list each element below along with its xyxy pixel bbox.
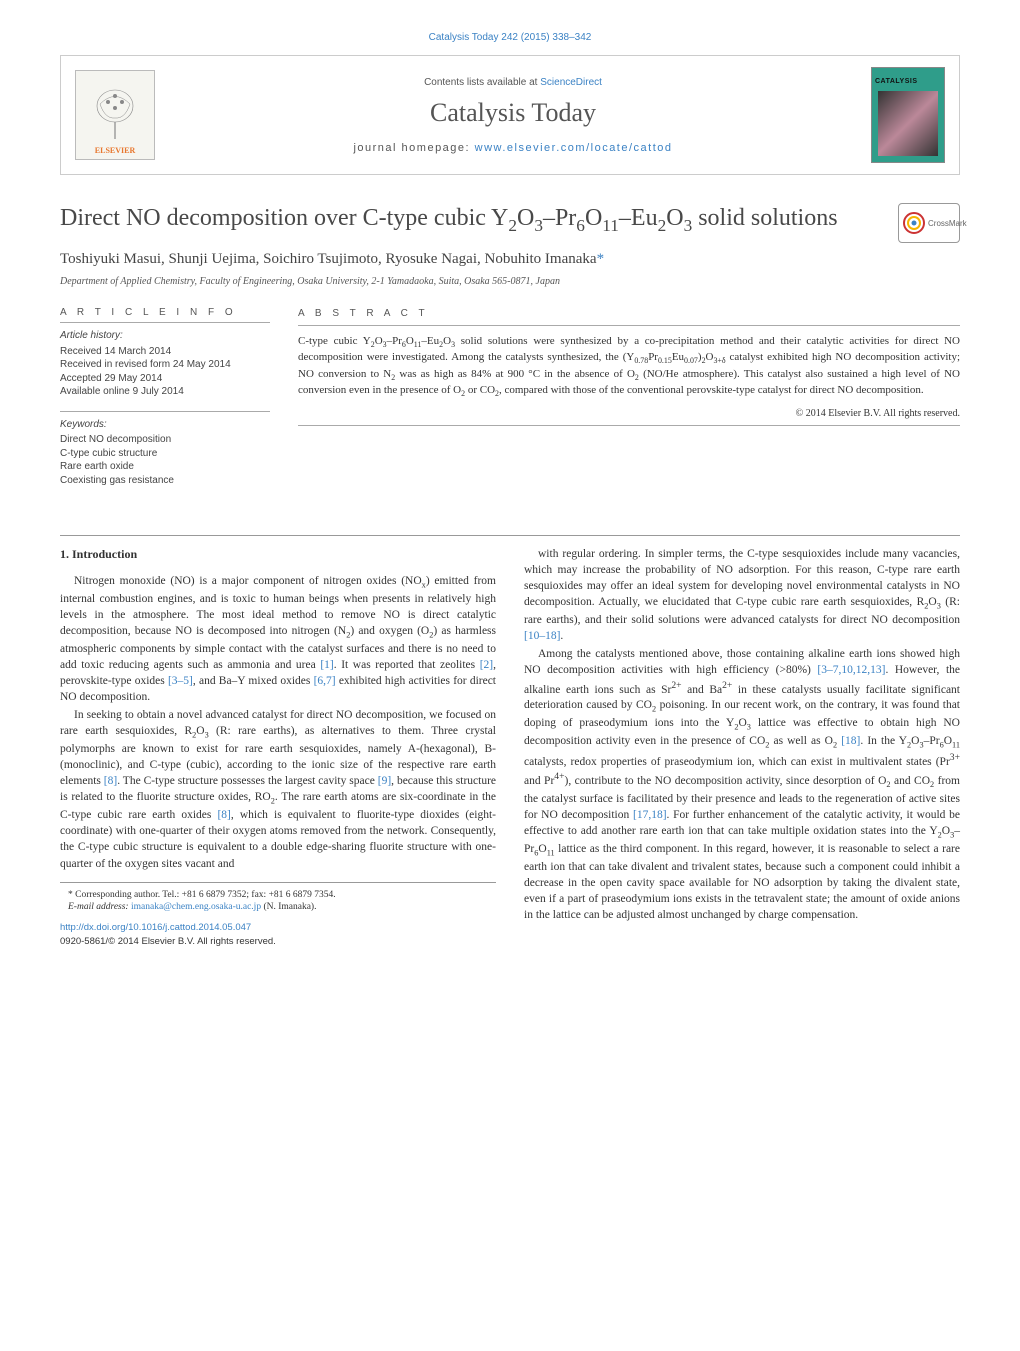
- contents-prefix: Contents lists available at: [424, 77, 540, 88]
- keywords-label: Keywords:: [60, 418, 270, 432]
- history-1: Received in revised form 24 May 2014: [60, 358, 270, 372]
- body-rule: [60, 535, 960, 536]
- abstract-text: C-type cubic Y2O3–Pr6O11–Eu2O3 solid sol…: [298, 334, 960, 399]
- corresponding-author: * Corresponding author. Tel.: +81 6 6879…: [60, 889, 496, 901]
- doi-link[interactable]: http://dx.doi.org/10.1016/j.cattod.2014.…: [60, 922, 251, 933]
- cover-title: CATALYSIS: [872, 68, 944, 85]
- top-citation: Catalysis Today 242 (2015) 338–342: [60, 32, 960, 43]
- title-row: Direct NO decomposition over C-type cubi…: [60, 203, 960, 243]
- header-center: Contents lists available at ScienceDirec…: [155, 77, 871, 154]
- article-history: Article history: Received 14 March 2014 …: [60, 329, 270, 399]
- article-info: A R T I C L E I N F O Article history: R…: [60, 307, 270, 499]
- article-title: Direct NO decomposition over C-type cubi…: [60, 203, 882, 236]
- info-abstract-row: A R T I C L E I N F O Article history: R…: [60, 307, 960, 499]
- abstract-heading: A B S T R A C T: [298, 307, 960, 321]
- keyword-0: Direct NO decomposition: [60, 433, 270, 447]
- history-0: Received 14 March 2014: [60, 345, 270, 359]
- ab-rule-2: [298, 425, 960, 426]
- para-4: Among the catalysts mentioned above, tho…: [524, 646, 960, 923]
- journal-header: ELSEVIER Contents lists available at Sci…: [60, 55, 960, 175]
- homepage-line: journal homepage: www.elsevier.com/locat…: [171, 142, 855, 154]
- history-2: Accepted 29 May 2014: [60, 372, 270, 386]
- footnote-rule: [60, 882, 496, 883]
- elsevier-label: ELSEVIER: [95, 146, 135, 155]
- crossmark-icon: [903, 212, 925, 234]
- journal-cover: CATALYSIS: [871, 67, 945, 163]
- authors: Toshiyuki Masui, Shunji Uejima, Soichiro…: [60, 251, 960, 268]
- sciencedirect-link[interactable]: ScienceDirect: [540, 77, 602, 88]
- contents-line: Contents lists available at ScienceDirec…: [171, 77, 855, 88]
- crossmark-label: CrossMark: [928, 219, 967, 228]
- ab-rule: [298, 325, 960, 326]
- ai-rule-2: [60, 411, 270, 412]
- abstract: A B S T R A C T C-type cubic Y2O3–Pr6O11…: [298, 307, 960, 499]
- body-columns: 1. Introduction Nitrogen monoxide (NO) i…: [60, 546, 960, 948]
- crossmark-badge[interactable]: CrossMark: [898, 203, 960, 243]
- history-label: Article history:: [60, 329, 270, 343]
- section-heading: 1. Introduction: [60, 546, 496, 563]
- article-info-heading: A R T I C L E I N F O: [60, 307, 270, 318]
- keywords-block: Keywords: Direct NO decomposition C-type…: [60, 418, 270, 488]
- cover-image: [878, 91, 938, 156]
- issn-line: 0920-5861/© 2014 Elsevier B.V. All right…: [60, 936, 276, 947]
- email-line: E-mail address: imanaka@chem.eng.osaka-u…: [60, 901, 496, 913]
- affiliation: Department of Applied Chemistry, Faculty…: [60, 276, 960, 287]
- journal-name: Catalysis Today: [171, 98, 855, 128]
- footnote-block: * Corresponding author. Tel.: +81 6 6879…: [60, 882, 496, 948]
- doi-block: http://dx.doi.org/10.1016/j.cattod.2014.…: [60, 921, 496, 948]
- para-1: Nitrogen monoxide (NO) is a major compon…: [60, 573, 496, 705]
- homepage-prefix: journal homepage:: [353, 142, 474, 154]
- history-3: Available online 9 July 2014: [60, 385, 270, 399]
- homepage-link[interactable]: www.elsevier.com/locate/cattod: [475, 142, 673, 154]
- abstract-copyright: © 2014 Elsevier B.V. All rights reserved…: [298, 407, 960, 421]
- keyword-3: Coexisting gas resistance: [60, 474, 270, 488]
- elsevier-tree-icon: [90, 84, 140, 144]
- ai-rule-1: [60, 322, 270, 323]
- keyword-1: C-type cubic structure: [60, 447, 270, 461]
- para-3: with regular ordering. In simpler terms,…: [524, 546, 960, 644]
- para-2: In seeking to obtain a novel advanced ca…: [60, 707, 496, 872]
- email-link[interactable]: imanaka@chem.eng.osaka-u.ac.jp: [131, 902, 261, 912]
- email-suffix: (N. Imanaka).: [261, 902, 316, 912]
- elsevier-logo: ELSEVIER: [75, 70, 155, 160]
- keyword-2: Rare earth oxide: [60, 460, 270, 474]
- email-prefix: E-mail address:: [68, 902, 131, 912]
